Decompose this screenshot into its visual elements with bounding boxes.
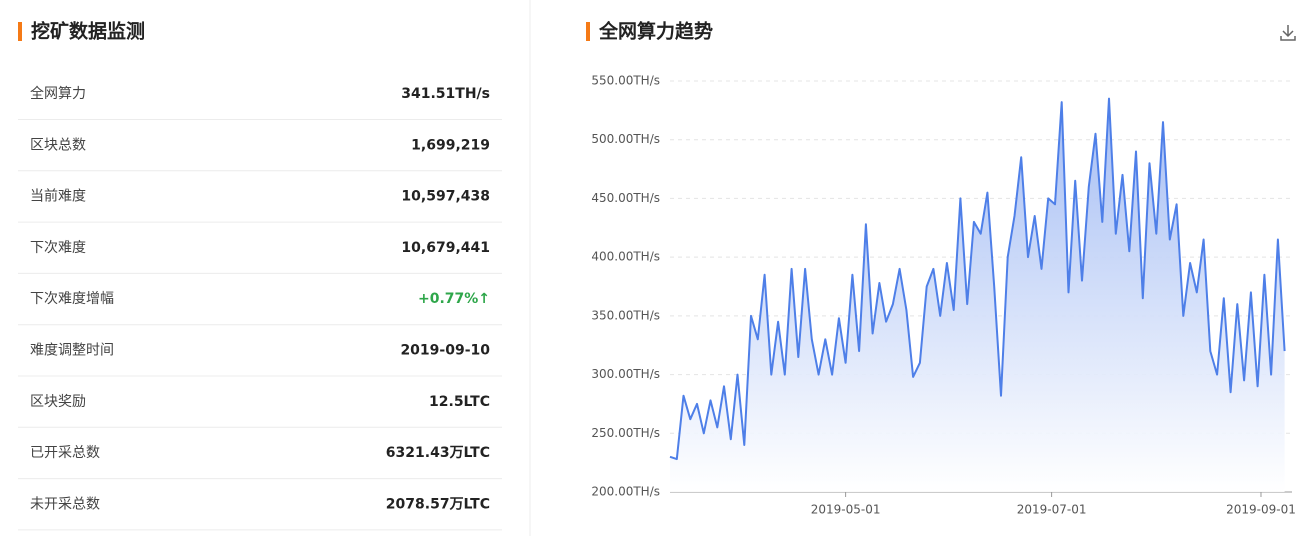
row-value: 2078.57万LTC [386,496,490,512]
download-icon[interactable] [1280,25,1296,41]
row-value: 6321.43万LTC [386,445,490,461]
row-value: +0.77%↑ [418,291,490,307]
y-tick-label: 200.00TH/s [591,485,660,499]
row-label: 下次难度增幅 [30,291,114,307]
row-label: 已开采总数 [30,445,100,461]
row-value: 10,679,441 [401,240,490,256]
row-label: 全网算力 [30,85,86,102]
title-accent [18,22,22,41]
row-label: 区块奖励 [30,393,86,410]
y-tick-label: 300.00TH/s [591,367,660,381]
y-tick-label: 400.00TH/s [591,250,660,264]
row-value: 341.51TH/s [401,86,490,102]
y-tick-label: 250.00TH/s [591,426,660,440]
panel-title: 挖矿数据监测 [31,20,145,43]
title-accent [586,22,590,41]
row-label: 未开采总数 [30,496,100,512]
y-tick-label: 350.00TH/s [591,308,660,322]
x-tick-label: 2019-07-01 [1017,503,1087,517]
row-value: 1,699,219 [411,137,490,153]
y-tick-label: 550.00TH/s [591,74,660,88]
line [669,97,1286,461]
chart-title: 全网算力趋势 [598,20,713,43]
row-label: 区块总数 [30,137,86,153]
row-value: 2019-09-10 [400,343,490,359]
row-label: 当前难度 [30,188,86,205]
y-tick-label: 500.00TH/s [591,132,660,146]
row-label: 难度调整时间 [30,343,114,359]
row-label: 下次难度 [30,240,86,256]
x-tick-label: 2019-05-01 [811,503,881,517]
row-value: 12.5LTC [429,394,490,410]
x-tick-label: 2019-09-01 [1226,503,1296,517]
row-value: 10,597,438 [401,189,490,205]
y-tick-label: 450.00TH/s [591,191,660,205]
area [670,98,1285,492]
